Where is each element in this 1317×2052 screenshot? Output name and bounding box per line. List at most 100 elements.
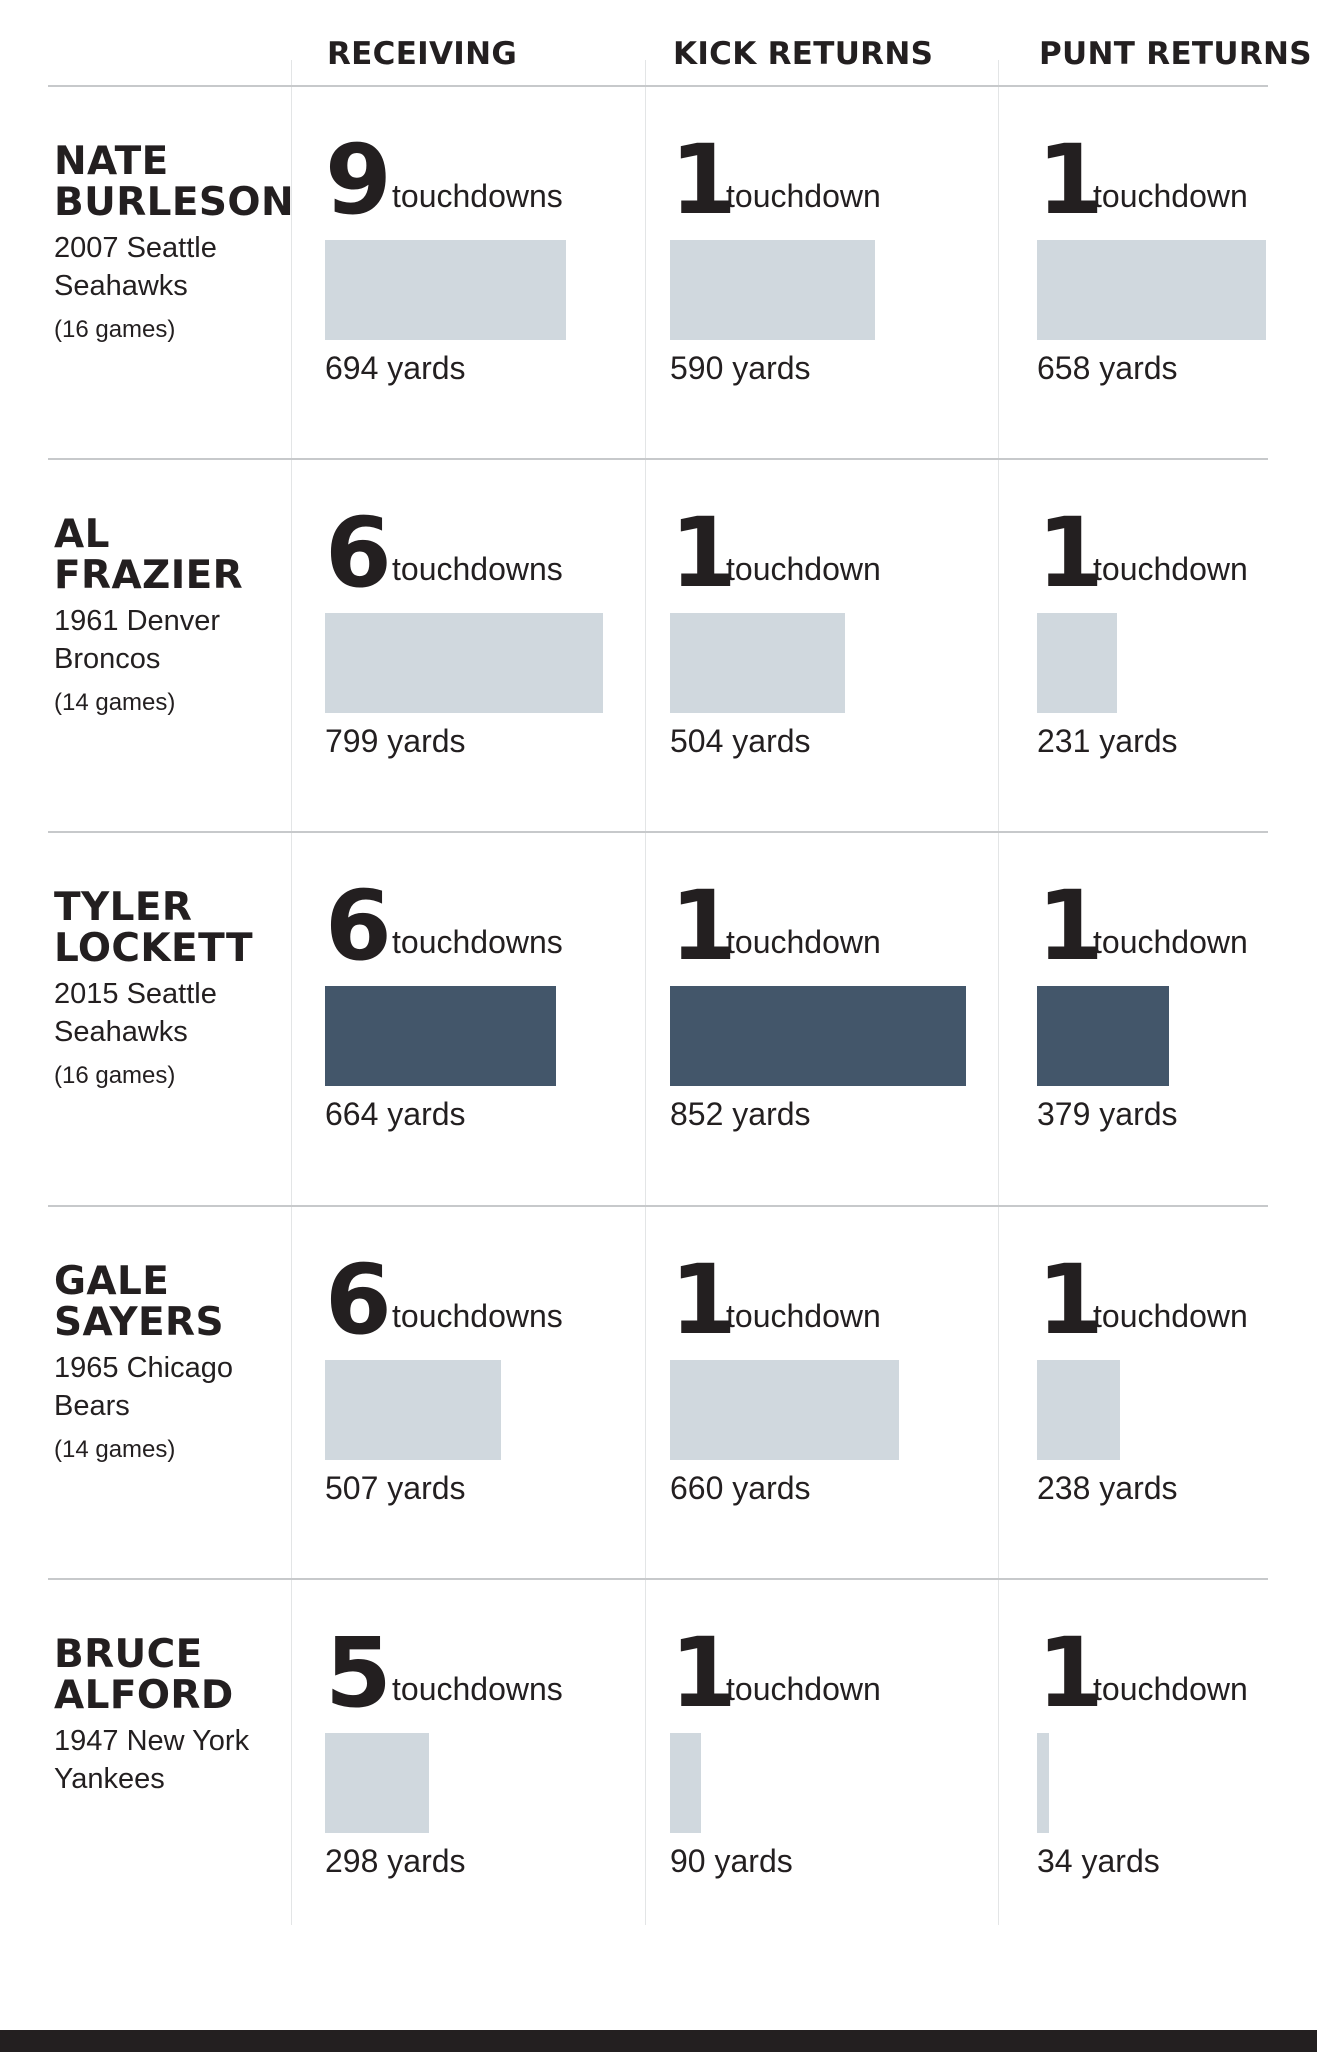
- yards-label: 658 yards: [1037, 350, 1178, 386]
- touchdown-count: 1: [1037, 870, 1104, 982]
- stat-cell-kick-returns: 1 touchdown 504 yards: [670, 503, 1000, 759]
- player-info: GALE SAYERS 1965 Chicago Bears (14 games): [54, 1261, 294, 1465]
- touchdown-count: 6: [325, 870, 392, 982]
- player-team: Broncos: [54, 643, 161, 675]
- player-name-line: FRAZIER: [54, 553, 244, 598]
- touchdown-label: touchdown: [726, 1298, 881, 1334]
- player-info: AL FRAZIER 1961 Denver Broncos (14 games): [54, 514, 294, 718]
- yards-bar-track: [1037, 1360, 1317, 1460]
- touchdown-row: 6 touchdowns: [325, 876, 655, 976]
- yards-label: 799 yards: [325, 723, 466, 759]
- yards-bar: [1037, 986, 1169, 1086]
- column-divider: [645, 60, 646, 1925]
- touchdown-count: 1: [670, 870, 737, 982]
- touchdown-count: 6: [325, 1244, 392, 1356]
- touchdown-label: touchdowns: [392, 1298, 563, 1334]
- touchdown-row: 1 touchdown: [670, 876, 1000, 976]
- player-team: Yankees: [54, 1763, 165, 1795]
- column-header-kick-returns: KICK RETURNS: [673, 36, 934, 72]
- yards-bar: [670, 1360, 899, 1460]
- touchdown-row: 6 touchdowns: [325, 1250, 655, 1350]
- yards-bar: [325, 1733, 429, 1833]
- yards-bar-track: [1037, 1733, 1317, 1833]
- yards-label: 664 yards: [325, 1096, 466, 1132]
- yards-label: 590 yards: [670, 350, 811, 386]
- yards-bar-track: [325, 1733, 655, 1833]
- stat-cell-receiving: 9 touchdowns 694 yards: [325, 130, 655, 386]
- yards-bar: [1037, 613, 1117, 713]
- player-team: Seahawks: [54, 1016, 188, 1048]
- touchdown-label: touchdowns: [392, 178, 563, 214]
- touchdown-row: 1 touchdown: [1037, 130, 1317, 230]
- touchdown-count: 1: [1037, 1617, 1104, 1729]
- player-team: Bears: [54, 1390, 130, 1422]
- player-games: (14 games): [54, 1436, 176, 1463]
- yards-label: 231 yards: [1037, 723, 1178, 759]
- yards-bar-track: [670, 240, 1000, 340]
- yards-label: 379 yards: [1037, 1096, 1178, 1132]
- yards-bar-track: [670, 1733, 1000, 1833]
- touchdown-row: 1 touchdown: [670, 130, 1000, 230]
- player-games: (14 games): [54, 689, 176, 716]
- yards-label: 238 yards: [1037, 1470, 1178, 1506]
- column-divider: [291, 60, 292, 1925]
- player-name-line: BURLESON: [54, 180, 294, 225]
- touchdown-count: 5: [325, 1617, 392, 1729]
- touchdown-row: 1 touchdown: [1037, 503, 1317, 603]
- yards-bar-track: [1037, 986, 1317, 1086]
- player-info: TYLER LOCKETT 2015 Seattle Seahawks (16 game…: [54, 887, 294, 1091]
- player-team: Seahawks: [54, 270, 188, 302]
- yards-bar: [1037, 1733, 1049, 1833]
- touchdown-label: touchdowns: [392, 1671, 563, 1707]
- player-name-line: TYLER: [54, 885, 193, 930]
- row-divider: [48, 85, 1268, 87]
- yards-bar-track: [325, 986, 655, 1086]
- player-name-line: ALFORD: [54, 1673, 234, 1718]
- yards-label: 34 yards: [1037, 1843, 1160, 1879]
- touchdown-label: touchdown: [1093, 924, 1248, 960]
- yards-label: 507 yards: [325, 1470, 466, 1506]
- touchdown-label: touchdown: [726, 178, 881, 214]
- touchdown-row: 1 touchdown: [1037, 1250, 1317, 1350]
- touchdown-count: 1: [1037, 124, 1104, 236]
- yards-bar-track: [325, 240, 655, 340]
- row-divider: [48, 458, 1268, 460]
- touchdown-label: touchdown: [1093, 1298, 1248, 1334]
- touchdown-label: touchdown: [1093, 1671, 1248, 1707]
- yards-bar-track: [670, 613, 1000, 713]
- touchdown-count: 1: [670, 497, 737, 609]
- player-info: BRUCE ALFORD 1947 New York Yankees: [54, 1634, 294, 1798]
- column-header-punt-returns: PUNT RETURNS: [1039, 36, 1312, 72]
- stat-cell-kick-returns: 1 touchdown 852 yards: [670, 876, 1000, 1132]
- yards-label: 90 yards: [670, 1843, 793, 1879]
- touchdown-row: 1 touchdown: [670, 1250, 1000, 1350]
- touchdown-label: touchdown: [726, 1671, 881, 1707]
- player-name-line: SAYERS: [54, 1300, 224, 1345]
- stat-cell-receiving: 6 touchdowns 799 yards: [325, 503, 655, 759]
- touchdown-label: touchdown: [726, 551, 881, 587]
- row-divider: [48, 1578, 1268, 1580]
- touchdown-label: touchdowns: [392, 924, 563, 960]
- player-name-line: BRUCE: [54, 1632, 203, 1677]
- touchdown-row: 1 touchdown: [670, 503, 1000, 603]
- yards-bar: [670, 240, 875, 340]
- touchdown-count: 1: [670, 1617, 737, 1729]
- player-info: NATE BURLESON 2007 Seattle Seahawks (16 game…: [54, 141, 294, 345]
- touchdown-row: 1 touchdown: [670, 1623, 1000, 1723]
- yards-bar-track: [670, 1360, 1000, 1460]
- column-divider: [998, 60, 999, 1925]
- footer-bar: [0, 2030, 1317, 2052]
- stat-cell-kick-returns: 1 touchdown 590 yards: [670, 130, 1000, 386]
- yards-bar: [325, 240, 566, 340]
- stat-cell-receiving: 6 touchdowns 664 yards: [325, 876, 655, 1132]
- yards-bar-track: [1037, 613, 1317, 713]
- touchdown-row: 6 touchdowns: [325, 503, 655, 603]
- yards-label: 298 yards: [325, 1843, 466, 1879]
- yards-label: 852 yards: [670, 1096, 811, 1132]
- touchdown-row: 1 touchdown: [1037, 1623, 1317, 1723]
- touchdown-count: 1: [670, 124, 737, 236]
- column-header-receiving: RECEIVING: [327, 36, 518, 72]
- player-team: 1965 Chicago: [54, 1352, 233, 1384]
- player-team: 1961 Denver: [54, 605, 221, 637]
- touchdown-row: 9 touchdowns: [325, 130, 655, 230]
